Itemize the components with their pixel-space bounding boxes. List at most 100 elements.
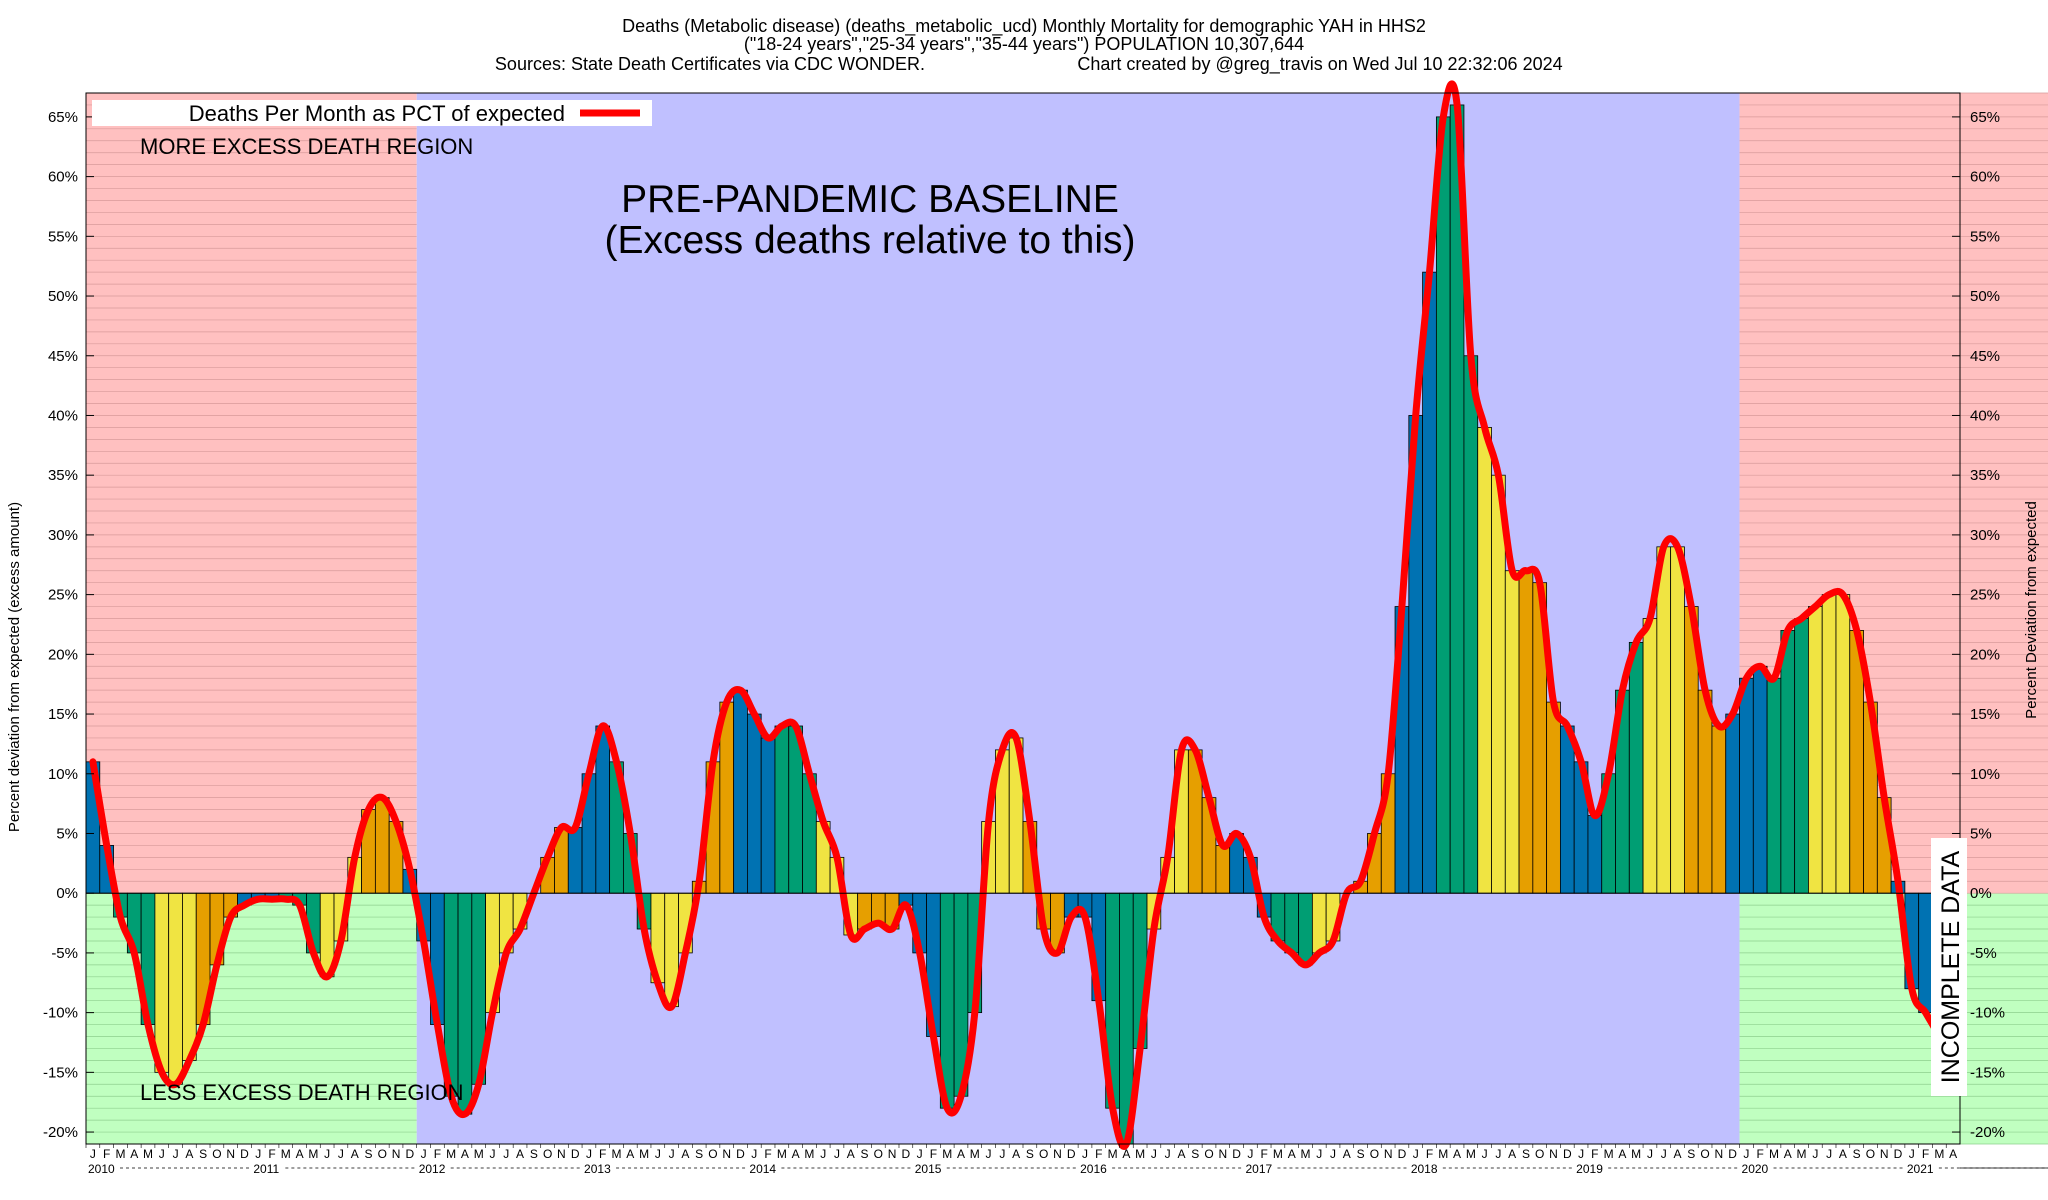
y-tick-label: -5%	[51, 945, 78, 962]
more-excess-region	[86, 93, 417, 894]
y-tick-label: 65%	[48, 109, 78, 126]
bar	[1215, 845, 1231, 894]
x-month-label: A	[626, 1147, 634, 1161]
x-year-label: 2018	[1411, 1162, 1438, 1176]
x-month-label: A	[1508, 1147, 1516, 1161]
x-month-label: A	[1949, 1147, 1957, 1161]
bar	[1711, 725, 1727, 894]
x-year-label: 2015	[915, 1162, 942, 1176]
x-month-label: A	[130, 1147, 138, 1161]
x-month-label: F	[1260, 1147, 1267, 1161]
x-month-label: M	[143, 1147, 153, 1161]
x-month-label: J	[1661, 1147, 1667, 1161]
y-tick-label: 50%	[1970, 288, 2000, 305]
x-month-label: M	[474, 1147, 484, 1161]
x-month-label: J	[489, 1147, 495, 1161]
bar	[1808, 606, 1823, 894]
x-month-label: S	[530, 1147, 538, 1161]
x-month-label: A	[847, 1147, 855, 1161]
y-tick-label: 5%	[56, 825, 78, 842]
x-month-label: M	[308, 1147, 318, 1161]
x-year-label: 2013	[584, 1162, 611, 1176]
bar	[1422, 271, 1437, 894]
bar	[1794, 618, 1809, 894]
x-month-label: S	[1026, 1147, 1034, 1161]
x-month-label: A	[461, 1147, 469, 1161]
x-month-label: N	[1053, 1147, 1062, 1161]
less-excess-label: LESS EXCESS DEATH REGION	[140, 1080, 464, 1105]
x-month-label: D	[1894, 1147, 1903, 1161]
x-month-label: D	[240, 1147, 249, 1161]
y-tick-label: 65%	[1970, 109, 2000, 126]
x-month-label: J	[1909, 1147, 1915, 1161]
x-month-label: A	[792, 1147, 800, 1161]
bar	[747, 713, 762, 894]
x-month-label: M	[1934, 1147, 1944, 1161]
x-month-label: M	[1273, 1147, 1283, 1161]
x-month-label: J	[1826, 1147, 1832, 1161]
x-month-label: D	[1398, 1147, 1407, 1161]
baseline-label-line2: (Excess deaths relative to this)	[604, 219, 1135, 262]
bar	[1821, 594, 1837, 894]
x-month-label: A	[1453, 1147, 1461, 1161]
x-month-label: F	[764, 1147, 771, 1161]
x-year-label: 2010	[88, 1162, 115, 1176]
x-month-label: N	[722, 1147, 731, 1161]
x-month-label: N	[1549, 1147, 1558, 1161]
x-month-label: S	[199, 1147, 207, 1161]
x-month-label: J	[90, 1147, 96, 1161]
x-month-label: A	[1122, 1147, 1130, 1161]
x-month-label: S	[1687, 1147, 1695, 1161]
bar	[1918, 892, 1933, 1014]
x-month-label: A	[1288, 1147, 1296, 1161]
x-month-label: J	[1482, 1147, 1488, 1161]
bar	[1491, 474, 1506, 894]
y-tick-label: 40%	[1970, 407, 2000, 424]
x-month-label: J	[586, 1147, 592, 1161]
bar	[1284, 892, 1299, 954]
y-tick-label: 55%	[1970, 228, 2000, 245]
bar	[1628, 641, 1644, 894]
x-year-label: 2021	[1907, 1162, 1934, 1176]
x-month-label: M	[942, 1147, 952, 1161]
x-month-label: J	[751, 1147, 757, 1161]
x-year-label: 2019	[1576, 1162, 1603, 1176]
less-excess-region	[1739, 893, 2048, 1144]
x-month-label: D	[405, 1147, 414, 1161]
x-month-label: A	[296, 1147, 304, 1161]
y-axis-label-right: Percent Deviation from expected	[2023, 501, 2040, 719]
y-tick-label: 20%	[1970, 646, 2000, 663]
chart-credit: Chart created by @greg_travis on Wed Jul…	[1077, 54, 1562, 75]
x-month-label: S	[1191, 1147, 1199, 1161]
x-month-label: O	[1039, 1147, 1048, 1161]
bar	[1656, 546, 1672, 894]
x-month-label: N	[557, 1147, 566, 1161]
x-month-label: J	[503, 1147, 509, 1161]
bar	[774, 725, 790, 894]
x-month-label: F	[599, 1147, 606, 1161]
x-month-label: M	[1604, 1147, 1614, 1161]
more-excess-label: MORE EXCESS DEATH REGION	[140, 134, 473, 159]
y-tick-label: 30%	[48, 527, 78, 544]
x-month-label: D	[1728, 1147, 1737, 1161]
x-month-label: D	[902, 1147, 911, 1161]
chart-title: Deaths (Metabolic disease) (deaths_metab…	[622, 16, 1426, 37]
x-month-label: O	[212, 1147, 221, 1161]
x-month-label: J	[1330, 1147, 1336, 1161]
x-month-label: J	[159, 1147, 165, 1161]
x-month-label: J	[655, 1147, 661, 1161]
x-month-label: F	[1426, 1147, 1433, 1161]
bar	[595, 725, 611, 894]
y-tick-label: 35%	[1970, 467, 2000, 484]
x-month-label: J	[421, 1147, 427, 1161]
y-tick-label: 20%	[48, 646, 78, 663]
x-month-label: S	[1853, 1147, 1861, 1161]
x-month-label: J	[999, 1147, 1005, 1161]
x-month-label: M	[612, 1147, 622, 1161]
x-month-label: J	[1647, 1147, 1653, 1161]
x-month-label: D	[1563, 1147, 1572, 1161]
legend-label: Deaths Per Month as PCT of expected	[189, 101, 565, 126]
x-year-label: 2020	[1742, 1162, 1769, 1176]
x-month-label: J	[1165, 1147, 1171, 1161]
